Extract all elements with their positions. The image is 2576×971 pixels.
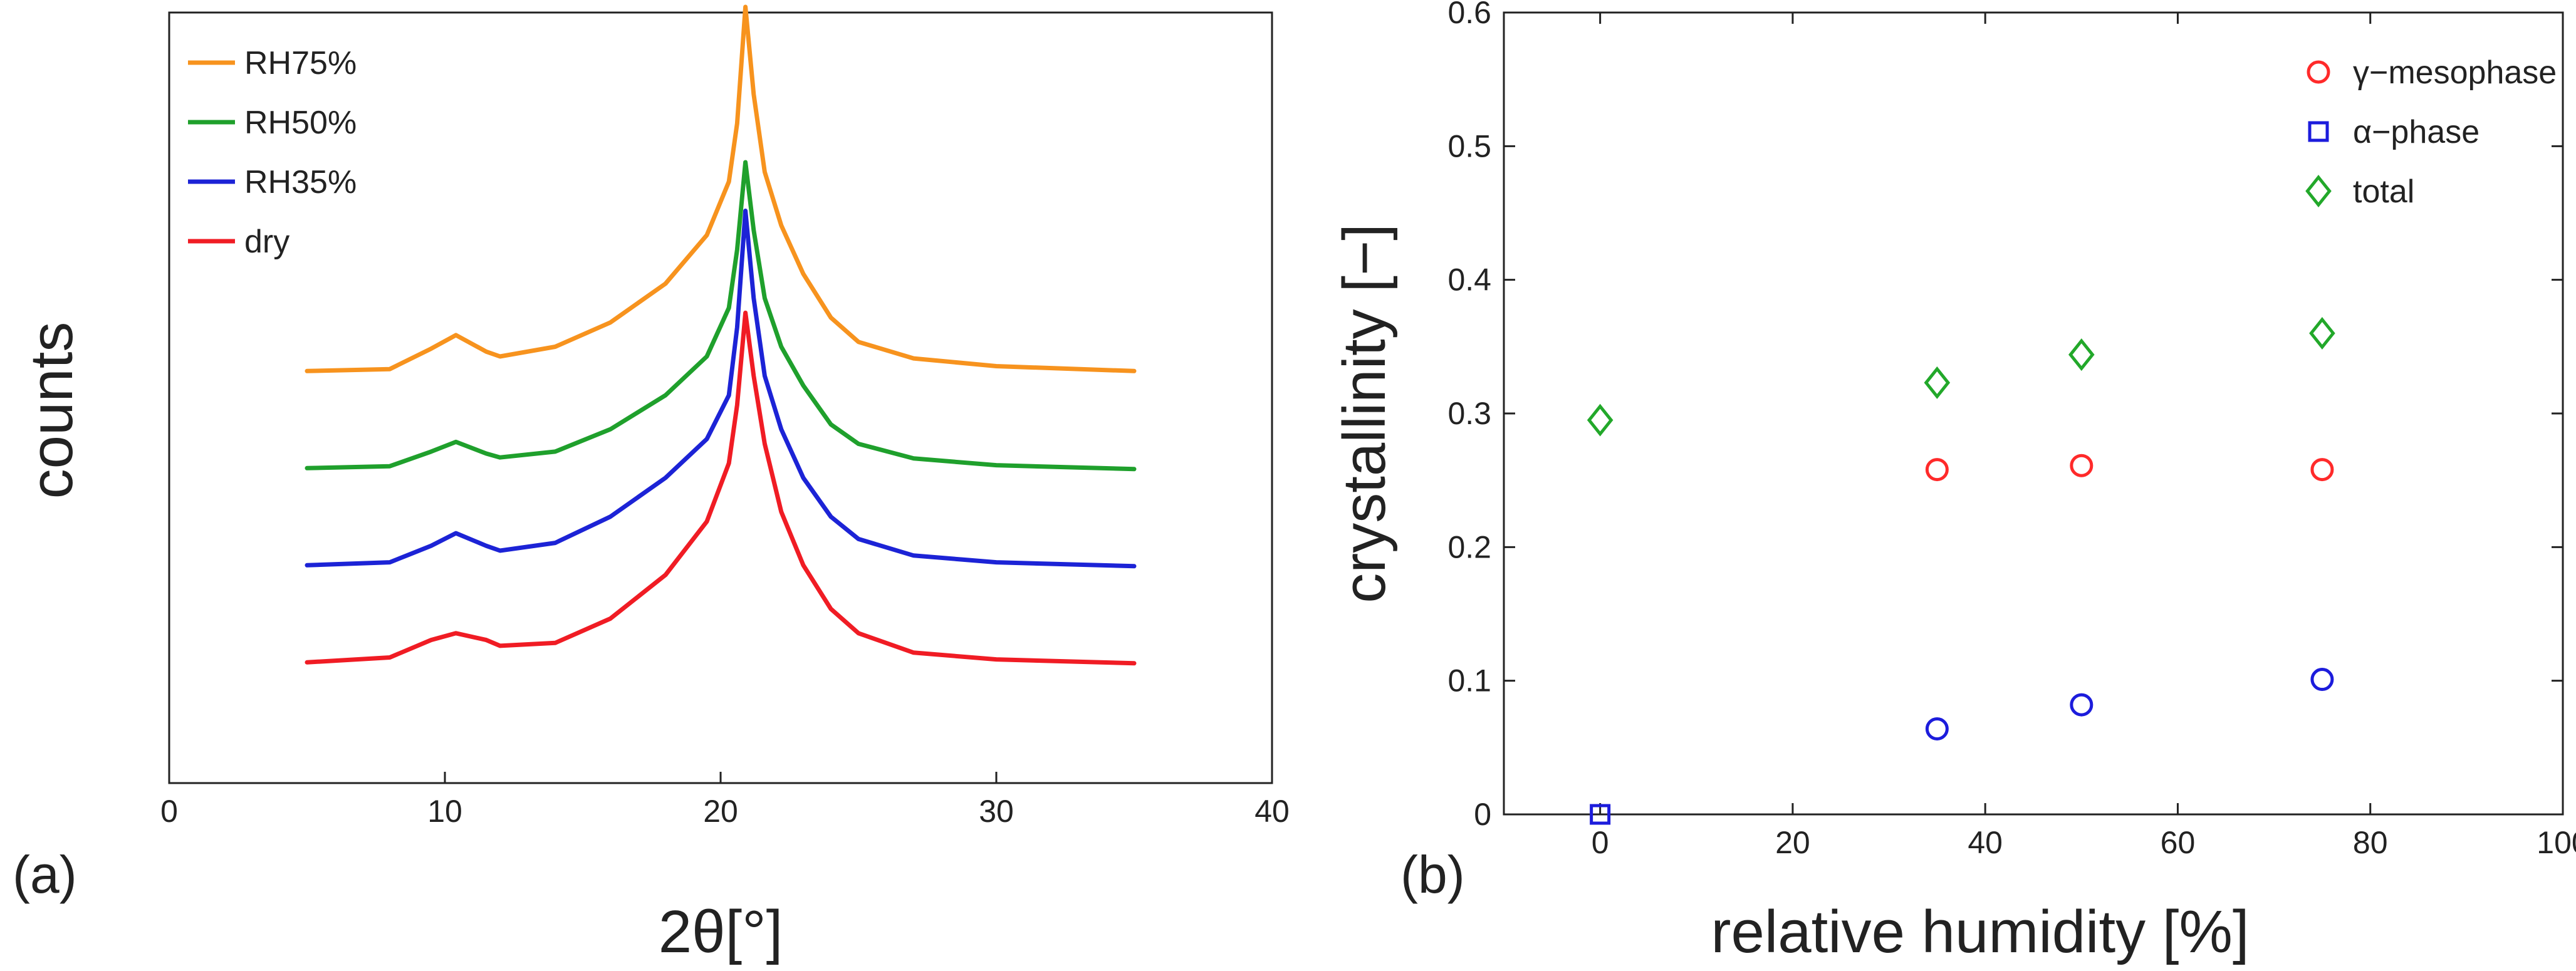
series-line-RH35% [305,209,1137,569]
data-point-diamond [1587,403,1614,437]
legend-marker-diamond [2305,174,2332,208]
chart-a-ylabel: counts [18,322,85,499]
legend-label: dry [244,224,289,260]
chart-b-ytick-label: 0 [1474,797,1491,832]
chart-a-xlabel: 2θ[°] [659,898,783,965]
chart-b-ytick-label: 0.3 [1447,396,1491,431]
chart-b: 0 20 40 60 80 100 0 0.1 0.2 0.3 0.4 0.5 0.6 γ−mesoph… [1331,0,2576,965]
chart-a: 0 10 20 30 40 RH75% RH50% RH35% dry counts 2θ[°… [13,4,1290,965]
data-point-circle [2070,693,2094,717]
chart-a-xtick-label: 20 [703,794,738,829]
chart-b-xtick-label: 40 [1968,825,2003,860]
data-point-circle [2070,454,2094,477]
chart-b-xtick-label: 100 [2537,825,2576,860]
legend-label: RH75% [244,45,357,81]
chart-a-panel-label: (a) [13,845,77,904]
chart-a-xtick-label: 10 [427,794,462,829]
legend-label: γ−mesophase [2353,55,2557,91]
chart-b-xtick-label: 60 [2161,825,2196,860]
data-point-square [1590,804,1611,825]
chart-b-ytick-label: 0.5 [1447,128,1491,164]
chart-a-xtick-label: 0 [160,794,178,829]
legend-marker-circle [2307,60,2330,84]
data-point-circle [2310,458,2334,482]
data-point-circle [1925,717,1949,740]
legend-label: α−phase [2353,114,2480,150]
series-line-RH50% [305,160,1137,472]
series-line-RH75% [305,4,1137,373]
chart-b-xtick-label: 20 [1775,825,1810,860]
data-point-circle [1925,458,1949,482]
chart-a-xtick-label: 30 [979,794,1014,829]
chart-b-ytick-label: 0.6 [1447,0,1491,30]
chart-b-xlabel: relative humidity [%] [1711,898,2250,965]
data-point-diamond [2068,338,2095,371]
chart-b-xtick-label: 0 [1592,825,1609,860]
chart-a-xtick-label: 40 [1254,794,1290,829]
chart-b-xtick-label: 80 [2353,825,2388,860]
series-line-dry [305,310,1137,666]
legend-label: total [2353,174,2414,210]
chart-b-ytick-label: 0.1 [1447,663,1491,698]
legend-marker-square [2308,121,2329,142]
chart-b-ytick-label: 0.2 [1447,529,1491,564]
data-point-diamond [1924,366,1951,399]
chart-b-ytick-label: 0.4 [1447,262,1491,298]
legend-label: RH50% [244,105,357,141]
chart-b-ylabel: crystallinity [−] [1331,224,1398,603]
legend-label: RH35% [244,164,357,200]
data-point-diamond [2309,316,2335,350]
data-point-circle [2310,668,2334,692]
chart-b-panel-label: (b) [1400,845,1465,904]
